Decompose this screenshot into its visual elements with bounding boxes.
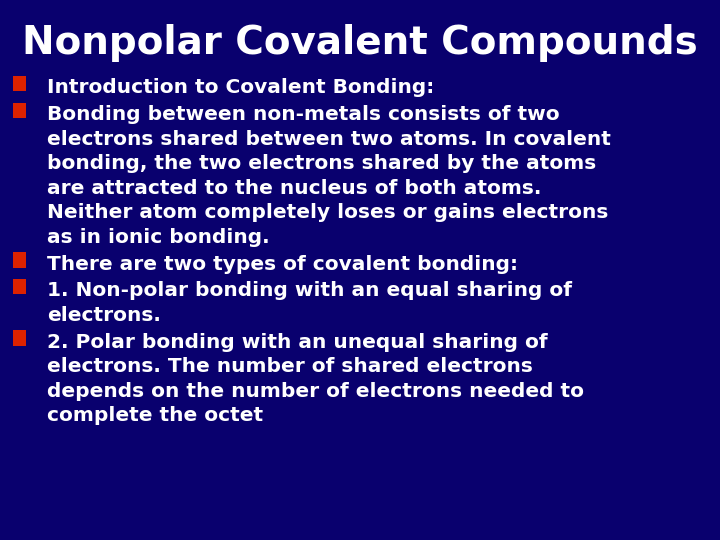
FancyBboxPatch shape	[13, 103, 26, 118]
Text: bonding, the two electrons shared by the atoms: bonding, the two electrons shared by the…	[47, 154, 596, 173]
Text: are attracted to the nucleus of both atoms.: are attracted to the nucleus of both ato…	[47, 179, 541, 198]
Text: 2. Polar bonding with an unequal sharing of: 2. Polar bonding with an unequal sharing…	[47, 333, 547, 352]
FancyBboxPatch shape	[13, 76, 26, 91]
Text: Bonding between non-metals consists of two: Bonding between non-metals consists of t…	[47, 105, 559, 124]
Text: electrons. The number of shared electrons: electrons. The number of shared electron…	[47, 357, 533, 376]
Text: as in ionic bonding.: as in ionic bonding.	[47, 228, 269, 247]
Text: electrons.: electrons.	[47, 306, 161, 325]
Text: complete the octet: complete the octet	[47, 406, 263, 426]
FancyBboxPatch shape	[13, 252, 26, 267]
Text: There are two types of covalent bonding:: There are two types of covalent bonding:	[47, 254, 518, 274]
Text: 1. Non-polar bonding with an equal sharing of: 1. Non-polar bonding with an equal shari…	[47, 281, 572, 300]
FancyBboxPatch shape	[13, 330, 26, 346]
FancyBboxPatch shape	[13, 279, 26, 294]
Text: depends on the number of electrons needed to: depends on the number of electrons neede…	[47, 382, 584, 401]
Text: electrons shared between two atoms. In covalent: electrons shared between two atoms. In c…	[47, 130, 611, 148]
Text: Nonpolar Covalent Compounds: Nonpolar Covalent Compounds	[22, 24, 698, 62]
Text: Introduction to Covalent Bonding:: Introduction to Covalent Bonding:	[47, 78, 434, 97]
Text: Neither atom completely loses or gains electrons: Neither atom completely loses or gains e…	[47, 203, 608, 222]
